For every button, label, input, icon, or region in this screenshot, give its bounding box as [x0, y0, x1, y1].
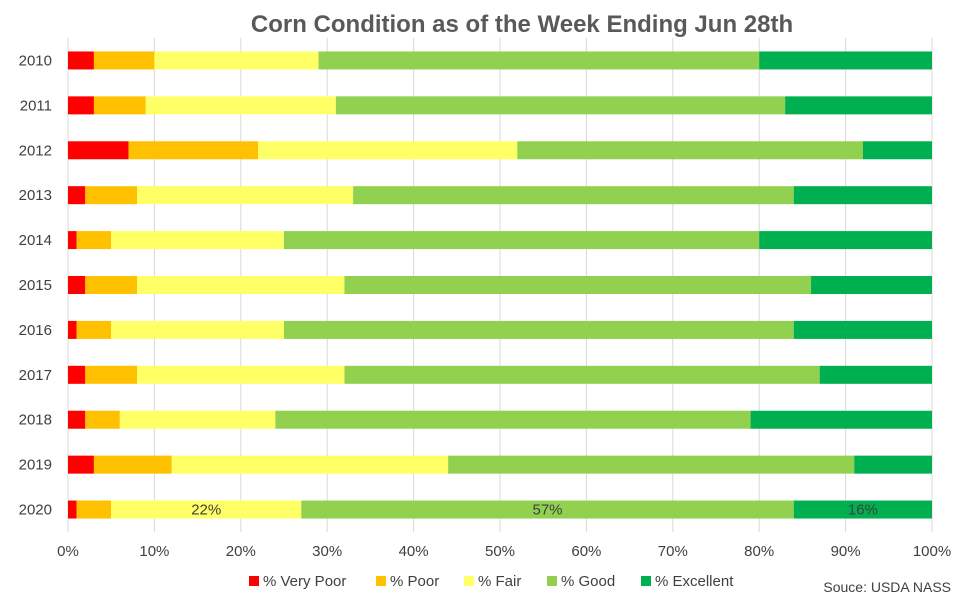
bar-2014-fair	[111, 231, 284, 250]
bar-2017-fair	[137, 365, 345, 384]
bar-2015-poor	[85, 276, 138, 294]
bar-2016-very-poor	[68, 320, 77, 339]
x-axis-labels: 0% 10% 20% 30% 40% 50% 60% 70% 80% 90% 100%	[57, 543, 951, 560]
bar-2010-poor	[93, 51, 155, 70]
legend-swatch-excellent	[641, 576, 651, 586]
bar-2018-excellent	[750, 410, 932, 429]
y-tick-label: 2012	[19, 142, 52, 159]
y-tick-label: 2018	[19, 412, 52, 429]
bar-2016-poor	[76, 320, 112, 339]
y-tick-label: 2013	[19, 187, 52, 204]
x-tick-label: 60%	[571, 543, 601, 560]
y-tick-label: 2016	[19, 322, 52, 339]
x-tick-label: 80%	[744, 543, 774, 560]
x-tick-label: 20%	[226, 543, 256, 560]
y-tick-label: 2015	[19, 277, 52, 294]
bar-2018-very-poor	[68, 410, 86, 429]
bar-2016-fair	[111, 320, 284, 339]
bar-2013-excellent	[793, 186, 932, 205]
x-tick-label: 100%	[913, 543, 951, 560]
chart-title: Corn Condition as of the Week Ending Jun…	[251, 11, 793, 38]
y-tick-label: 2010	[19, 52, 52, 69]
bar-2015-fair	[137, 276, 345, 294]
bar-2010-fair	[154, 51, 319, 70]
bar-2019-fair	[171, 455, 449, 474]
x-tick-label: 30%	[312, 543, 342, 560]
legend: % Very Poor % Poor % Fair % Good % Excellent	[249, 573, 734, 590]
bar-2016-good	[284, 320, 794, 339]
bar-2011-poor	[93, 96, 146, 115]
bar-2013-good	[353, 186, 794, 205]
bar-2012-excellent	[862, 141, 932, 160]
bar-2015-good	[344, 276, 812, 294]
bar-2014-excellent	[759, 231, 932, 250]
bar-2019-good	[448, 455, 855, 474]
bar-2013-very-poor	[68, 186, 86, 205]
bar-2014-very-poor	[68, 231, 77, 250]
bar-2012-good	[517, 141, 863, 160]
x-tick-label: 70%	[658, 543, 688, 560]
bar-2017-poor	[85, 365, 138, 384]
bar-2012-very-poor	[68, 141, 129, 160]
bar-2010-very-poor	[68, 51, 94, 70]
bar-2020-poor	[76, 500, 112, 519]
bar-2019-excellent	[854, 455, 932, 474]
bar-2013-fair	[137, 186, 354, 205]
bar-2012-fair	[258, 141, 518, 160]
bar-2017-very-poor	[68, 365, 86, 384]
x-tick-label: 10%	[139, 543, 169, 560]
x-tick-label: 0%	[57, 543, 79, 560]
legend-label: % Poor	[390, 573, 439, 590]
y-tick-label: 2019	[19, 457, 52, 474]
bar-2018-poor	[85, 410, 120, 429]
bar-2015-excellent	[811, 276, 932, 294]
bar-2016-excellent	[793, 320, 932, 339]
bars	[68, 51, 932, 519]
legend-label: % Good	[561, 573, 615, 590]
bar-2020-very-poor	[68, 500, 77, 519]
data-label: 57%	[533, 502, 563, 519]
legend-swatch-fair	[464, 576, 474, 586]
y-axis-labels: 2010 2011 2012 2013 2014 2015 2016 2017 2018 2019…	[19, 52, 52, 518]
x-tick-label: 50%	[485, 543, 515, 560]
x-tick-label: 90%	[831, 543, 861, 560]
legend-swatch-poor	[376, 576, 386, 586]
source-note: Souce: USDA NASS	[823, 579, 951, 595]
bar-2018-good	[275, 410, 751, 429]
legend-swatch-very-poor	[249, 576, 259, 586]
data-labels: 22% 57% 16%	[191, 502, 878, 519]
bar-2015-very-poor	[68, 276, 86, 294]
bar-2018-fair	[119, 410, 276, 429]
legend-label: % Very Poor	[263, 573, 346, 590]
legend-label: % Excellent	[655, 573, 734, 590]
bar-2019-very-poor	[68, 455, 94, 474]
bar-2017-excellent	[819, 365, 932, 384]
y-tick-label: 2011	[20, 97, 52, 114]
bar-2020-good	[301, 500, 794, 519]
bar-2014-good	[284, 231, 760, 250]
y-tick-label: 2017	[19, 367, 52, 384]
bar-2017-good	[344, 365, 820, 384]
bar-2011-excellent	[785, 96, 932, 115]
bar-2011-very-poor	[68, 96, 94, 115]
bar-2011-fair	[145, 96, 336, 115]
bar-2011-good	[335, 96, 786, 115]
x-tick-label: 40%	[399, 543, 429, 560]
data-label: 16%	[848, 502, 878, 519]
bar-2020-excellent	[793, 500, 932, 519]
bar-2019-poor	[93, 455, 172, 474]
bar-2010-excellent	[759, 51, 932, 70]
bar-2012-poor	[128, 141, 259, 160]
y-tick-label: 2014	[19, 232, 52, 249]
bar-2010-good	[318, 51, 760, 70]
bar-2013-poor	[85, 186, 138, 205]
bar-2014-poor	[76, 231, 112, 250]
data-label: 22%	[191, 502, 221, 519]
bar-2020-fair	[111, 500, 302, 519]
y-tick-label: 2020	[19, 502, 52, 519]
legend-swatch-good	[547, 576, 557, 586]
legend-label: % Fair	[478, 573, 521, 590]
